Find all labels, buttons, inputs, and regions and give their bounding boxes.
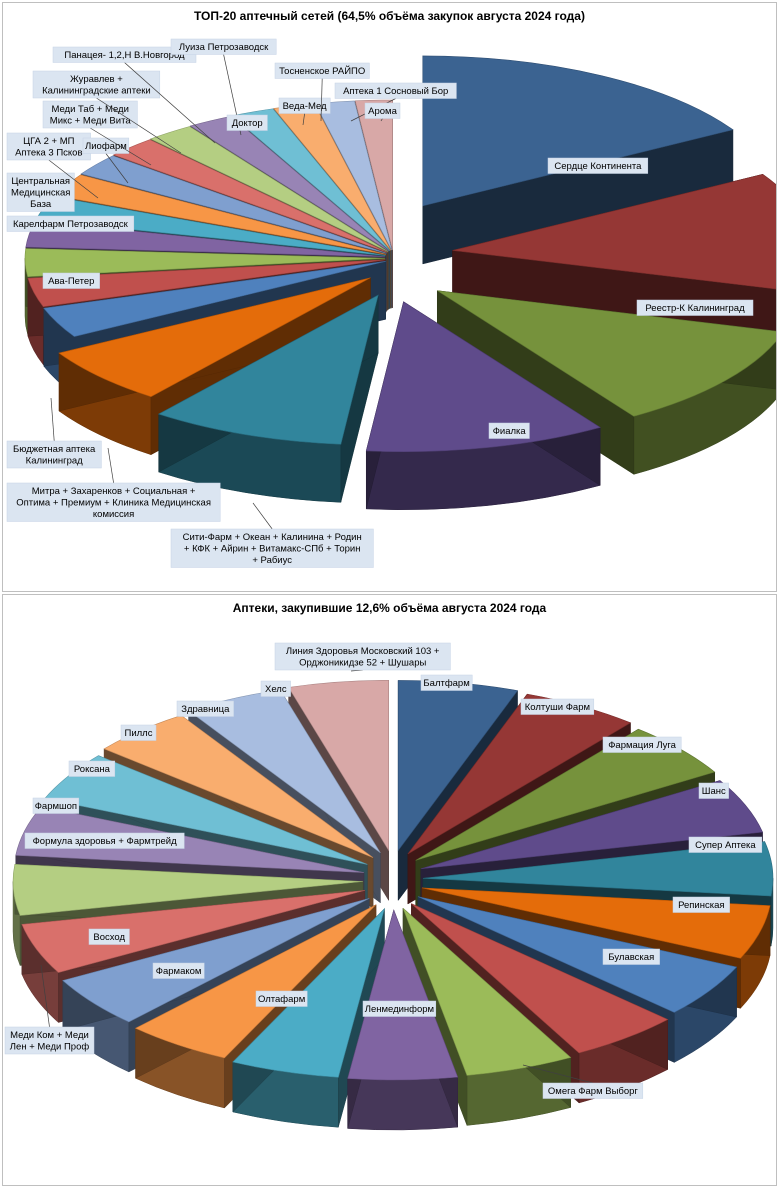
data-label-text: Олтафарм: [258, 994, 305, 1005]
data-label-text: Фиалка: [493, 426, 527, 437]
data-label-text: Бюджетная аптека Калининград: [13, 444, 96, 467]
data-label-text: Карелфарм Петрозаводск: [13, 219, 129, 230]
data-label-text: Фармшоп: [35, 801, 77, 812]
data-label-text: Центральная Медицинская База: [11, 176, 70, 210]
data-label-ленмединформ: Ленмединформ: [362, 1000, 437, 1017]
data-label-лиофарм: Лиофарм: [82, 137, 130, 184]
data-label-пиллс: Пиллс: [120, 724, 157, 741]
data-label-фармация-луга: Фармация Луга: [602, 736, 682, 753]
data-label-доктор: Доктор: [226, 114, 268, 131]
data-label-text: Сити-Фарм + Океан + Калинина + Родин + КФ…: [183, 532, 362, 566]
data-label-text: Омега Фарм Выборг: [548, 1086, 639, 1097]
data-label-text: Булавская: [608, 952, 654, 963]
data-label-тосненское-райпо: Тосненское РАЙПО: [274, 62, 370, 122]
data-label-text: Луиза Петрозаводск: [179, 42, 269, 53]
data-label-text: Хелс: [265, 684, 287, 695]
data-label-text: Ленмединформ: [365, 1004, 434, 1015]
data-label-text: Репинская: [678, 900, 724, 911]
data-label-реестр-к-калининград: Реестр-К Калининград: [636, 299, 754, 316]
data-label-text: Аптека 1 Сосновый Бор: [343, 86, 448, 97]
data-label-text: Реестр-К Калининград: [645, 303, 745, 314]
data-label-фиалка: Фиалка: [488, 422, 530, 439]
data-label-text: Тосненское РАЙПО: [279, 65, 365, 77]
data-label-text: Сердце Континента: [554, 161, 642, 172]
data-label-балтфарм: Балтфарм: [420, 674, 473, 691]
data-label-text: Роксана: [74, 764, 111, 775]
chart-title: Аптеки, закупившие 12,6% объёма августа …: [232, 601, 547, 615]
data-label-булавская: Булавская: [602, 948, 660, 965]
data-label-центральная-медицинская-база: Центральная Медицинская База: [6, 172, 75, 212]
pie-slice-олтафарм: [347, 909, 459, 1131]
data-label-text: Формула здоровья + Фармтрейд: [33, 836, 177, 847]
data-label-text: Доктор: [232, 118, 263, 129]
data-label-text: Ава-Петер: [48, 276, 94, 287]
data-label-text: Балтфарм: [423, 678, 469, 689]
data-label-text: Фармация Луга: [608, 740, 676, 751]
data-label-омега-фарм-выборг: Омега Фарм Выборг: [522, 1064, 644, 1099]
data-label-text: Шанс: [702, 786, 726, 797]
data-label-бюджетная-аптека-калининград: Бюджетная аптека Калининград: [6, 397, 102, 469]
pie-slice-сити-фарм-океан-калинина-родин-кфк-айрин: [365, 301, 601, 510]
data-label-text: Колтуши Фарм: [525, 702, 590, 713]
data-label-восход: Восход: [88, 928, 130, 945]
data-label-text: Журавлев + Калининградские аптеки: [42, 74, 151, 97]
data-label-text: Восход: [93, 932, 125, 943]
pie-slice-сердце-континента: [422, 55, 734, 265]
pie-slice-фиалка: [436, 290, 776, 475]
data-label-ава-петер: Ава-Петер: [42, 272, 100, 289]
data-label-панацея-1-2-н-в-новгород: Панацея- 1,2,Н В.Новгород: [52, 46, 216, 144]
data-label-карелфарм-петрозаводск: Карелфарм Петрозаводск: [6, 215, 135, 232]
data-label-text: Линия Здоровья Московский 103 + Орджоники…: [286, 646, 440, 669]
pie-chart-bottom: Балтфарм Колтуши Фарм Фармация Луга Шанс Суп…: [4, 642, 774, 1131]
pie-slice-митра-захаренков-социальная-оптима-преми: [157, 294, 379, 503]
data-label-сити-фарм-океан-калинина-родин-кфк-айрин: Сити-Фарм + Океан + Калинина + Родин + КФ…: [170, 502, 374, 568]
data-label-text: Митра + Захаренков + Социальная + Оптима …: [16, 486, 211, 520]
data-label-text: Лиофарм: [85, 141, 127, 152]
data-label-фармаком: Фармаком: [152, 962, 205, 979]
data-label-сердце-континента: Сердце Континента: [547, 157, 649, 174]
data-label-арома: Арома: [364, 102, 401, 122]
data-label-аптека-1-сосновый-бор: Аптека 1 Сосновый Бор: [334, 82, 457, 122]
data-label-роксана: Роксана: [68, 760, 116, 777]
data-label-митра-захаренков-социальная-оптима-преми: Митра + Захаренков + Социальная + Оптима …: [6, 447, 221, 522]
data-label-text: Здравница: [181, 704, 230, 715]
data-label-text: Фармаком: [156, 966, 202, 977]
pie-slice-фармаком: [232, 907, 386, 1128]
data-label-линия-здоровья-московский-103-орджоникид: Линия Здоровья Московский 103 + Орджоники…: [274, 642, 451, 672]
pie-chart-top: Сердце Континента Реестр-К Калининград Фиа…: [6, 38, 776, 568]
data-label-text: Пиллс: [125, 728, 153, 739]
chart-title: ТОП-20 аптечный сетей (64,5% объёма заку…: [194, 9, 585, 23]
data-label-веда-мед: Веда-Мед: [278, 97, 331, 126]
data-label-хелс: Хелс: [260, 680, 291, 697]
data-label-меди-ком-меди-лен-меди-проф: Меди Ком + Меди Лен + Меди Проф: [4, 964, 95, 1055]
data-label-text: Арома: [368, 106, 397, 117]
data-label-формула-здоровья-фармтрейд: Формула здоровья + Фармтрейд: [24, 832, 185, 849]
data-label-супер-аптека: Супер Аптека: [688, 836, 763, 853]
data-label-text: Панацея- 1,2,Н В.Новгород: [64, 50, 185, 61]
data-label-луиза-петрозаводск: Луиза Петрозаводск: [170, 38, 277, 136]
data-label-шанс: Шанс: [698, 782, 729, 799]
chart-panel-bottom: Аптеки, закупившие 12,6% объёма августа …: [2, 594, 777, 1186]
data-label-text: Супер Аптека: [695, 840, 756, 851]
data-label-text: Меди Ком + Меди Лен + Меди Проф: [10, 1030, 90, 1053]
chart-panel-top: ТОП-20 аптечный сетей (64,5% объёма заку…: [2, 2, 777, 592]
pie-slice-ленмединформ: [402, 907, 572, 1126]
data-label-здравница: Здравница: [176, 700, 234, 717]
data-label-колтуши-фарм: Колтуши Фарм: [520, 698, 595, 715]
data-label-фармшоп: Фармшоп: [32, 797, 80, 814]
data-label-text: ЦГА 2 + МП Аптека 3 Псков: [15, 136, 82, 159]
data-label-text: Меди Таб + Меди Микс + Меди Вита: [50, 104, 132, 127]
data-label-text: Веда-Мед: [283, 101, 327, 112]
data-label-репинская: Репинская: [672, 896, 730, 913]
data-label-олтафарм: Олтафарм: [255, 990, 308, 1007]
data-label-цга-2-мп-аптека-3-псков: ЦГА 2 + МП Аптека 3 Псков: [6, 132, 99, 199]
